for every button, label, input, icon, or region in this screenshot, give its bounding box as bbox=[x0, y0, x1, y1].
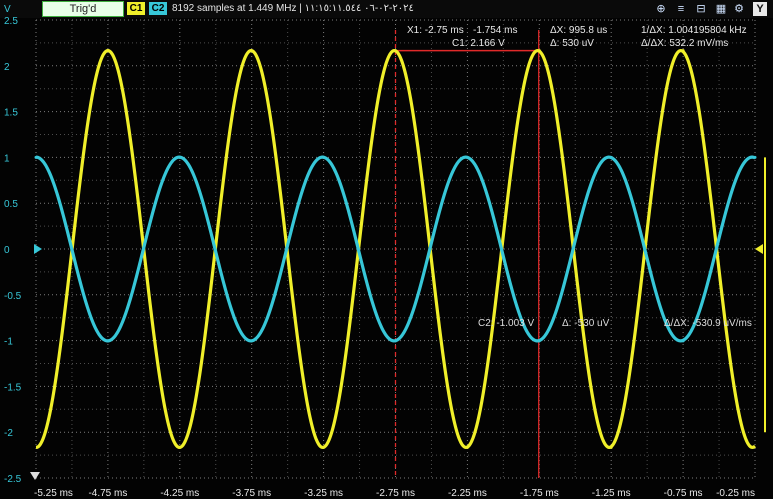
x-tick-label: -2.75 ms bbox=[376, 488, 415, 499]
inverse-delta-x-readout: 1/ΔX: 1.004195804 kHz bbox=[641, 25, 747, 36]
x-tick-label: -2.25 ms bbox=[448, 488, 487, 499]
cursor-c1-readout: C1: 2.166 V bbox=[452, 38, 505, 49]
cursor-layer bbox=[394, 30, 540, 478]
y-tick-label: -2.5 bbox=[4, 474, 22, 485]
series-trough-point bbox=[322, 445, 326, 449]
y-tick-label: 0.5 bbox=[4, 199, 18, 210]
delta-over-dx-readout: Δ/ΔX: 532.2 mV/ms bbox=[641, 38, 729, 49]
y-tick-label: -1 bbox=[4, 337, 13, 348]
y-tick-label: -2 bbox=[4, 428, 13, 439]
series-peak-point bbox=[394, 49, 397, 53]
series-peak-point bbox=[106, 49, 110, 53]
cursor-icon[interactable]: ≡ bbox=[677, 3, 685, 15]
series-peak-point bbox=[609, 155, 613, 159]
c2-delta-over-dx-readout: Δ/ΔX: -530.9 uV/ms bbox=[664, 318, 752, 329]
series-trough-point bbox=[178, 445, 182, 449]
x-axis-menu-arrow bbox=[30, 472, 40, 480]
x-tick-label: -3.75 ms bbox=[232, 488, 271, 499]
series-peak-point bbox=[681, 49, 685, 53]
series-peak-point bbox=[34, 155, 38, 159]
y-axis-button[interactable]: Y bbox=[753, 2, 767, 16]
series-peak-point bbox=[250, 49, 254, 53]
x-tick-label: -0.25 ms bbox=[716, 488, 755, 499]
series-trough-point bbox=[681, 339, 685, 343]
channel2-toggle[interactable]: C2 bbox=[149, 2, 167, 15]
toolbar: Trig'd C1 C2 8192 samples at 1.449 MHz |… bbox=[0, 0, 773, 18]
series-trough-point bbox=[537, 339, 541, 343]
c2-delta-readout: Δ: -530 uV bbox=[562, 318, 610, 329]
y-tick-label: 0 bbox=[4, 245, 10, 256]
x-tick-label: -4.75 ms bbox=[88, 488, 127, 499]
y-tick-label: 1.5 bbox=[4, 108, 18, 119]
zoom-icon[interactable]: ⊕ bbox=[656, 3, 666, 15]
series-trough-point bbox=[250, 339, 254, 343]
series-trough-point bbox=[394, 339, 397, 343]
x-tick-label: -1.75 ms bbox=[520, 488, 559, 499]
y-tick-labels: 2.5 2 1.5 1 0.5 0 -0.5 -1 -1.5 -2 -2.5 bbox=[4, 16, 22, 485]
y-tick-label: -1.5 bbox=[4, 382, 22, 393]
ruler-icon[interactable]: ⊟ bbox=[696, 3, 706, 15]
cursor-x2-readout: -1.754 ms bbox=[473, 25, 518, 36]
c2-offset-marker bbox=[34, 244, 42, 254]
delta-readout: Δ: 530 uV bbox=[550, 38, 594, 49]
trace-layer bbox=[34, 48, 757, 450]
cursor-x1-readout: X1: -2.75 ms bbox=[407, 25, 464, 36]
cursor-c2-readout: C2: -1.003 V bbox=[478, 318, 535, 329]
trigger-status-button[interactable]: Trig'd bbox=[42, 1, 124, 17]
marker-layer bbox=[30, 157, 766, 480]
y-tick-label: 1 bbox=[4, 153, 10, 164]
tool-buttons: ⊕ ≡ ⊟ ▦ ⚙ Y bbox=[654, 2, 772, 18]
y-tick-label: 2 bbox=[4, 62, 10, 73]
x-tick-label: -4.25 ms bbox=[160, 488, 199, 499]
x-tick-label: -5.25 ms bbox=[34, 488, 73, 499]
settings-icon[interactable]: ⚙ bbox=[734, 3, 744, 15]
y-tick-label: -0.5 bbox=[4, 291, 22, 302]
x-tick-label: -1.25 ms bbox=[592, 488, 631, 499]
series-trough-point bbox=[465, 445, 469, 449]
series-peak-point bbox=[537, 49, 541, 53]
x-tick-label: -0.75 ms bbox=[664, 488, 703, 499]
channel1-toggle[interactable]: C1 bbox=[127, 2, 145, 15]
series-peak-point bbox=[753, 155, 757, 159]
series-trough-point bbox=[609, 445, 613, 449]
x-tick-label: -3.25 ms bbox=[304, 488, 343, 499]
acquisition-info: 8192 samples at 1.449 MHz | ٢٠٢٤-٠٢-٠٦ ١… bbox=[172, 3, 414, 14]
series-peak-point bbox=[178, 155, 182, 159]
grid-icon[interactable]: ▦ bbox=[715, 3, 727, 15]
series-trough-point bbox=[106, 339, 110, 343]
y-tick-label: 2.5 bbox=[4, 16, 18, 27]
x-tick-labels: -5.25 ms -4.75 ms -4.25 ms -3.75 ms -3.25 ms… bbox=[34, 488, 755, 499]
y-axis-unit: V bbox=[4, 4, 11, 15]
delta-x-readout: ΔX: 995.8 us bbox=[550, 25, 608, 36]
series-peak-point bbox=[322, 155, 326, 159]
c1-offset-marker bbox=[755, 244, 763, 254]
series-peak-point bbox=[465, 155, 469, 159]
